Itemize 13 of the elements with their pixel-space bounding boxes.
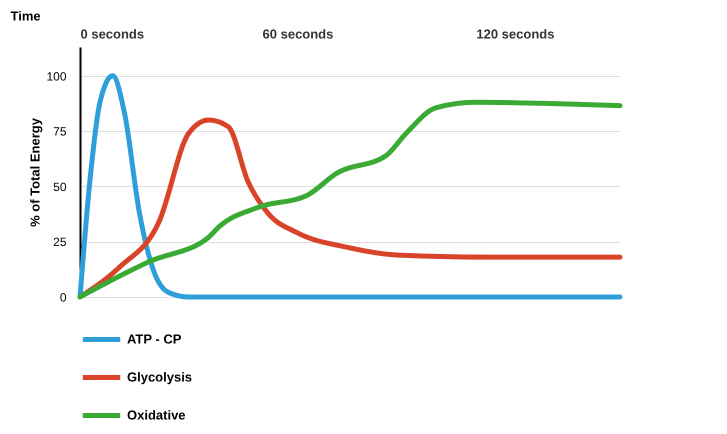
y-tick-label: 75	[53, 124, 67, 139]
x-tick-label: 0 seconds	[80, 26, 144, 42]
x-tick-label: 60 seconds	[262, 26, 334, 42]
legend-label: Glycolysis	[127, 370, 192, 384]
y-tick-label: 25	[53, 235, 67, 250]
y-tick-label: 0	[60, 290, 67, 304]
x-tick-label: 120 seconds	[476, 26, 554, 42]
y-tick-label: 100	[46, 69, 67, 84]
y-tick-label: 50	[53, 180, 67, 194]
legend-label: ATP - CP	[127, 332, 182, 346]
y-axis-title: % of Total Energy	[27, 117, 42, 227]
legend-label: Oxidative	[127, 408, 186, 422]
x-axis-title: Time	[10, 8, 41, 24]
